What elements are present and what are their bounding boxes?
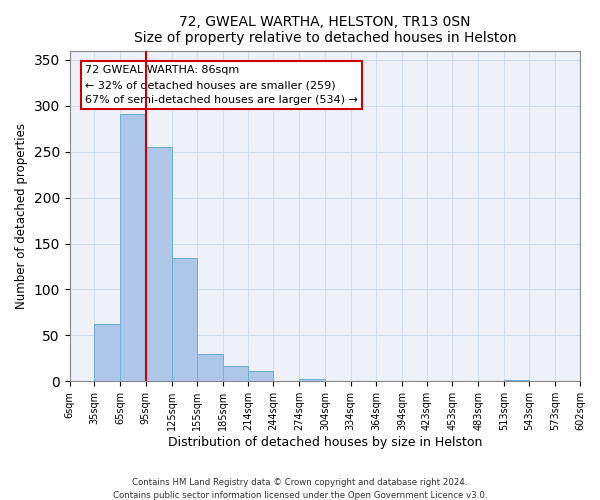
X-axis label: Distribution of detached houses by size in Helston: Distribution of detached houses by size … bbox=[167, 436, 482, 449]
Text: Contains HM Land Registry data © Crown copyright and database right 2024.
Contai: Contains HM Land Registry data © Crown c… bbox=[113, 478, 487, 500]
Text: 72 GWEAL WARTHA: 86sqm
← 32% of detached houses are smaller (259)
67% of semi-de: 72 GWEAL WARTHA: 86sqm ← 32% of detached… bbox=[85, 66, 358, 105]
Bar bbox=[248, 371, 274, 382]
Bar bbox=[504, 380, 529, 382]
Bar bbox=[299, 378, 325, 382]
Title: 72, GWEAL WARTHA, HELSTON, TR13 0SN
Size of property relative to detached houses: 72, GWEAL WARTHA, HELSTON, TR13 0SN Size… bbox=[134, 15, 516, 45]
Bar bbox=[146, 147, 172, 382]
Bar bbox=[94, 324, 120, 382]
Bar bbox=[197, 354, 223, 382]
Y-axis label: Number of detached properties: Number of detached properties bbox=[15, 123, 28, 309]
Bar bbox=[172, 258, 197, 382]
Bar bbox=[223, 366, 248, 382]
Bar bbox=[120, 114, 146, 382]
